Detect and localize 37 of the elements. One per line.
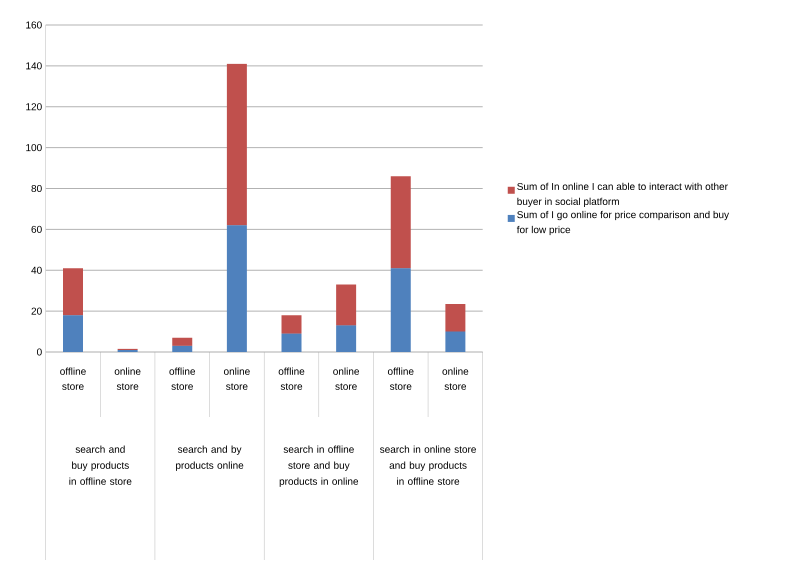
y-tick-label: 60: [32, 226, 42, 233]
legend-label: Sum of In online I can able to interact with other buyer in social platform: [517, 182, 728, 208]
y-tick-label: 0: [36, 348, 42, 356]
text: search in online store and buy products in offline store: [380, 446, 476, 485]
bar: [63, 315, 83, 352]
bar: [390, 268, 411, 352]
y-tick-label: 20: [32, 308, 42, 315]
y-tick-label: 120: [26, 103, 42, 110]
x-tick-label: offline store: [388, 368, 414, 390]
bar: [172, 338, 192, 346]
x-tick-label: online store: [224, 368, 250, 390]
x-tick-label: offline store: [278, 368, 304, 390]
bar: [172, 346, 192, 352]
y-tick-label: 140: [26, 62, 42, 70]
bar: [336, 284, 356, 326]
x-tick-label: offline store: [169, 368, 196, 390]
text: search in offline store and buy products in online: [280, 446, 358, 487]
y-tick-label: 160: [26, 21, 42, 29]
bar: [282, 315, 302, 334]
x-tick-label: offline store: [60, 368, 86, 390]
x-tick-label: online store: [114, 368, 141, 390]
text: search and by products online: [176, 446, 244, 471]
x-tick-label: online store: [442, 368, 468, 390]
bar: [226, 64, 247, 226]
x-tick-label: online store: [333, 368, 360, 390]
bar: [445, 332, 466, 352]
text: search and buy products in offline store: [69, 446, 132, 485]
bar: [336, 325, 356, 352]
bar: [390, 176, 411, 268]
legend-label: Sum of I go online for price comparison and buy for low price: [516, 210, 730, 236]
y-tick-label: 100: [26, 144, 42, 152]
y-tick-label: 40: [31, 266, 42, 274]
bar: [63, 268, 83, 316]
bar: [445, 304, 466, 332]
bar: [282, 334, 302, 352]
bar: [226, 225, 247, 352]
y-tick-label: 80: [31, 184, 42, 192]
